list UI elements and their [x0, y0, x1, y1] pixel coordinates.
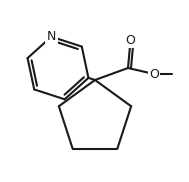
Text: N: N [47, 30, 56, 43]
Text: O: O [125, 33, 135, 46]
Text: O: O [149, 68, 159, 80]
